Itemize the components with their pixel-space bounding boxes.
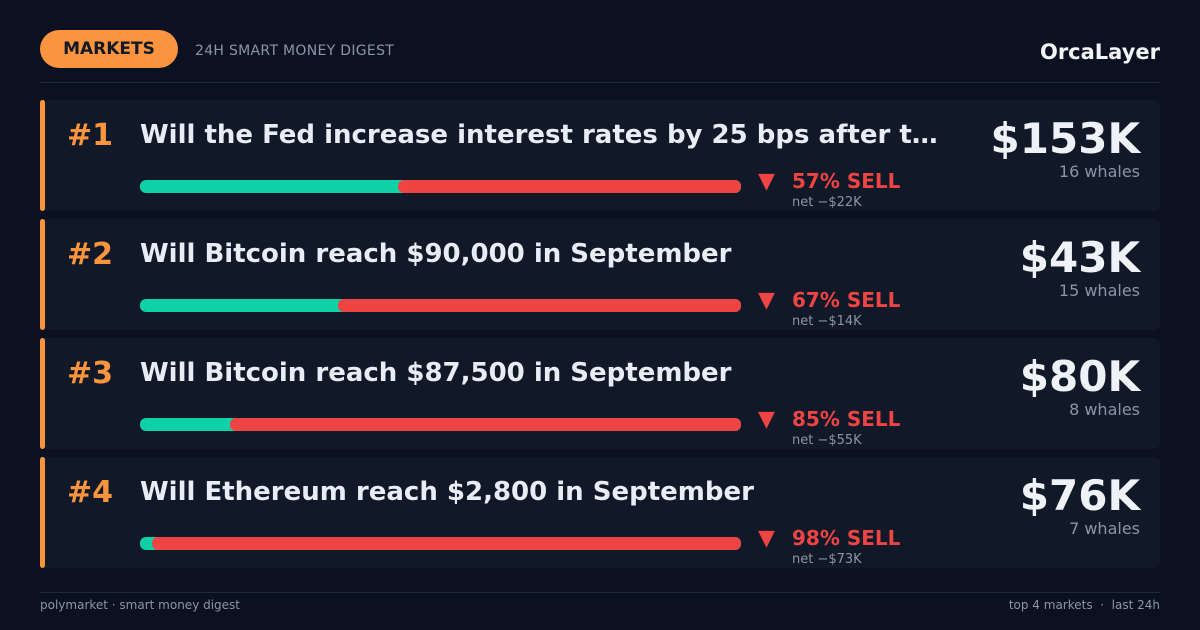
market-title: Will the Fed increase interest rates by … xyxy=(140,120,938,150)
subtitle: 24H SMART MONEY DIGEST xyxy=(195,43,395,59)
accent-stripe xyxy=(40,100,45,211)
market-title: Will Bitcoin reach $90,000 in September xyxy=(140,239,732,269)
rank: #1 xyxy=(67,118,114,153)
accent-stripe xyxy=(40,219,45,330)
accent-stripe xyxy=(40,338,45,449)
net-flow: net −$14K xyxy=(792,314,862,329)
sell-label: 57% SELL xyxy=(792,169,901,193)
sell-bar xyxy=(152,537,741,550)
accent-stripe xyxy=(40,457,45,568)
sell-label: 98% SELL xyxy=(792,526,901,550)
market-card: #4 Will Ethereum reach $2,800 in Septembe… xyxy=(40,457,1160,568)
market-card: #1 Will the Fed increase interest rates b… xyxy=(40,100,1160,211)
market-card: #2 Will Bitcoin reach $90,000 in Septembe… xyxy=(40,219,1160,330)
down-arrow: ▼ xyxy=(758,169,775,194)
whale-count: 7 whales xyxy=(1069,519,1140,538)
market-title: Will Bitcoin reach $87,500 in September xyxy=(140,358,732,388)
net-flow: net −$73K xyxy=(792,552,862,567)
down-arrow: ▼ xyxy=(758,288,775,313)
badge: MARKETS xyxy=(40,30,178,68)
sell-bar xyxy=(338,299,741,312)
sell-bar xyxy=(230,418,741,431)
rank: #3 xyxy=(67,356,114,391)
whale-count: 15 whales xyxy=(1058,281,1140,300)
volume: $76K xyxy=(1019,471,1140,520)
footer-left: polymarket · smart money digest xyxy=(40,598,241,612)
net-flow: net −$22K xyxy=(792,195,862,210)
divider xyxy=(40,82,1160,83)
net-flow: net −$55K xyxy=(792,433,862,448)
down-arrow: ▼ xyxy=(758,526,775,551)
down-arrow: ▼ xyxy=(758,407,775,432)
whale-count: 8 whales xyxy=(1069,400,1140,419)
volume: $153K xyxy=(990,114,1140,163)
rank: #2 xyxy=(67,237,114,272)
volume: $80K xyxy=(1019,352,1140,401)
market-title: Will Ethereum reach $2,800 in September xyxy=(140,477,754,507)
volume: $43K xyxy=(1019,233,1140,282)
brand: OrcaLayer xyxy=(1039,40,1160,64)
footer-right: top 4 markets · last 24h xyxy=(1008,598,1160,612)
market-card: #3 Will Bitcoin reach $87,500 in Septembe… xyxy=(40,338,1160,449)
whale-count: 16 whales xyxy=(1058,162,1140,181)
rank: #4 xyxy=(67,475,114,510)
sell-label: 85% SELL xyxy=(792,407,901,431)
divider xyxy=(40,592,1160,593)
sell-label: 67% SELL xyxy=(792,288,901,312)
sell-bar xyxy=(398,180,741,193)
